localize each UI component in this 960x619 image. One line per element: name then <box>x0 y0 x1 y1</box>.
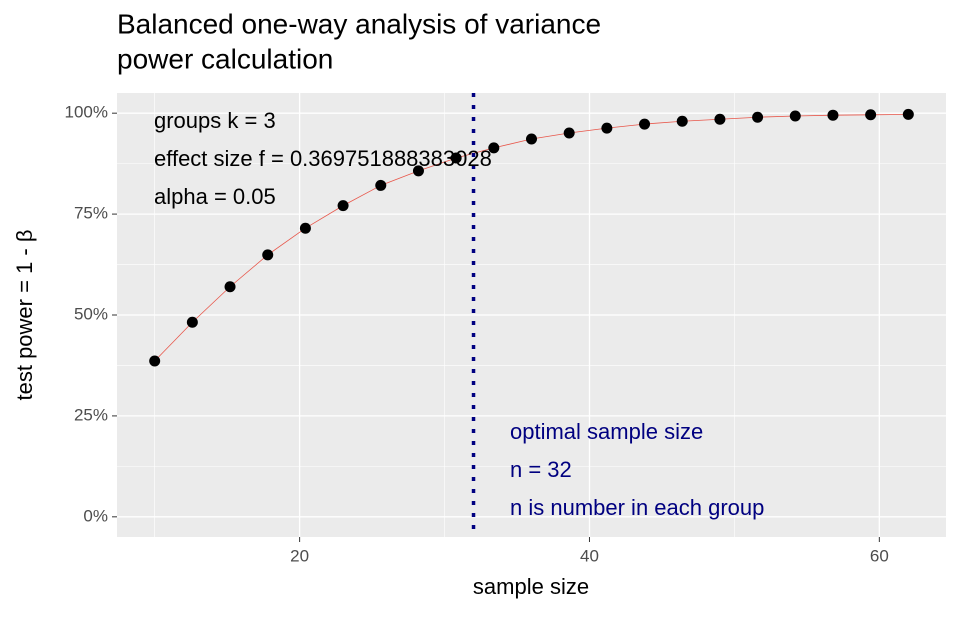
data-point <box>902 108 914 120</box>
x-tick-label: 40 <box>580 546 599 565</box>
data-point <box>676 115 688 127</box>
data-point <box>450 152 462 164</box>
x-tick-label: 60 <box>870 546 889 565</box>
y-axis-title: test power = 1 - β <box>12 229 37 400</box>
data-point <box>752 111 764 123</box>
x-tick-label: 20 <box>290 546 309 565</box>
data-point <box>827 109 839 121</box>
data-point <box>639 118 651 130</box>
annotation: alpha = 0.05 <box>154 184 276 209</box>
x-axis-title: sample size <box>473 574 589 599</box>
chart-title: power calculation <box>117 43 333 74</box>
data-point <box>563 127 575 139</box>
data-point <box>412 165 424 177</box>
data-point <box>262 249 274 261</box>
chart-title: Balanced one-way analysis of variance <box>117 8 601 39</box>
data-point <box>186 316 198 328</box>
data-point <box>865 109 877 121</box>
data-point <box>789 110 801 122</box>
annotation: effect size f = 0.369751888383028 <box>154 146 492 171</box>
y-tick-label: 25% <box>74 405 108 424</box>
data-point <box>488 142 500 154</box>
annotation: optimal sample size <box>510 419 703 444</box>
data-point <box>337 200 349 212</box>
y-tick-label: 100% <box>65 103 108 122</box>
y-tick-label: 75% <box>74 204 108 223</box>
data-point <box>375 179 387 191</box>
data-point <box>299 222 311 234</box>
annotation: n is number in each group <box>510 495 764 520</box>
data-point <box>601 122 613 134</box>
data-point <box>714 113 726 125</box>
y-tick-label: 50% <box>74 304 108 323</box>
annotation: n = 32 <box>510 457 572 482</box>
data-point <box>526 133 537 145</box>
annotation: groups k = 3 <box>154 108 276 133</box>
y-tick-label: 0% <box>83 506 108 525</box>
data-point <box>149 355 161 367</box>
data-point <box>224 281 236 293</box>
